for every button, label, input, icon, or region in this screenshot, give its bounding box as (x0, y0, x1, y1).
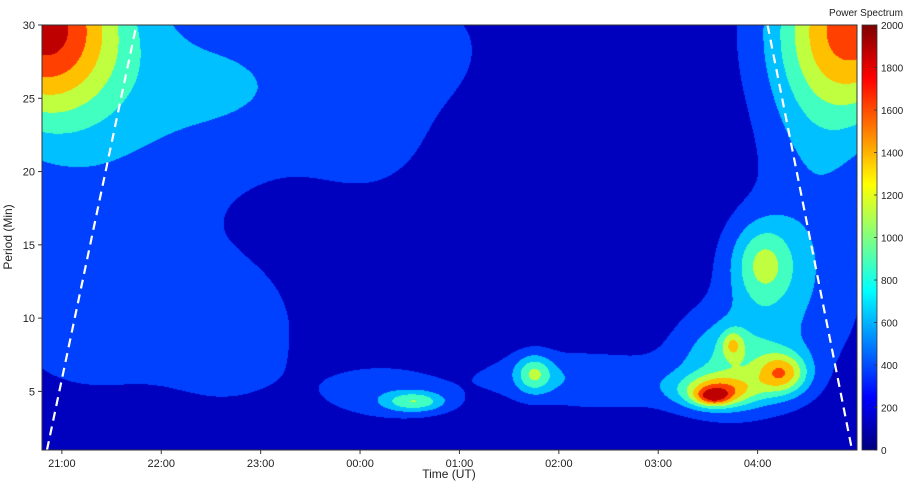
y-axis-title: Period (Min) (1, 204, 15, 269)
colorbar-tick-label: 1000 (881, 234, 904, 245)
plot-area (41, 24, 858, 451)
colorbar-tick-label: 200 (881, 404, 898, 415)
coi-right-line (766, 25, 854, 450)
coi-left-line (45, 25, 138, 450)
colorbar-tick-label: 600 (881, 319, 898, 330)
x-tick-label: 01:00 (446, 458, 474, 470)
power-contour-map (42, 25, 857, 450)
colorbar-tick-label: 800 (881, 276, 898, 287)
colorbar-tick-label: 1400 (881, 149, 904, 160)
y-tick-label: 5 (29, 386, 35, 398)
cone-of-influence (45, 25, 854, 450)
colorbar: Power Spectrum 0 200 400 600 800 1000 1200 1400… (829, 8, 904, 457)
x-tick-label: 02:00 (545, 458, 573, 470)
plot-frame (41, 24, 858, 451)
y-tick-label: 20 (23, 167, 35, 179)
colorbar-tick-label: 1800 (881, 64, 904, 75)
x-tick-label: 03:00 (644, 458, 672, 470)
y-tick-label: 25 (23, 93, 35, 105)
x-tick-label: 21:00 (48, 458, 76, 470)
x-tick-label: 22:00 (148, 458, 176, 470)
y-tick-label: 30 (23, 20, 35, 32)
y-tick-label: 15 (23, 240, 35, 252)
colorbar-tick-label: 1200 (881, 191, 904, 202)
colorbar-title: Power Spectrum (829, 8, 903, 19)
colorbar-ticks: 0 200 400 600 800 1000 1200 1400 1600 1800 2000 (874, 21, 904, 457)
colorbar-tick-label: 2000 (881, 21, 904, 32)
y-tick-label: 10 (23, 313, 35, 325)
x-axis: 21:00 22:00 23:00 00:00 01:00 02:00 03:00 04:00 (48, 450, 771, 470)
colorbar-tick-label: 1600 (881, 106, 904, 117)
y-axis: 5 10 15 20 25 30 (23, 20, 42, 398)
x-tick-label: 23:00 (247, 458, 275, 470)
x-tick-label: 04:00 (744, 458, 772, 470)
x-axis-title: Time (UT) (422, 467, 476, 481)
x-tick-label: 00:00 (346, 458, 374, 470)
colorbar-tick-label: 400 (881, 361, 898, 372)
colorbar-tick-label: 0 (881, 446, 887, 457)
